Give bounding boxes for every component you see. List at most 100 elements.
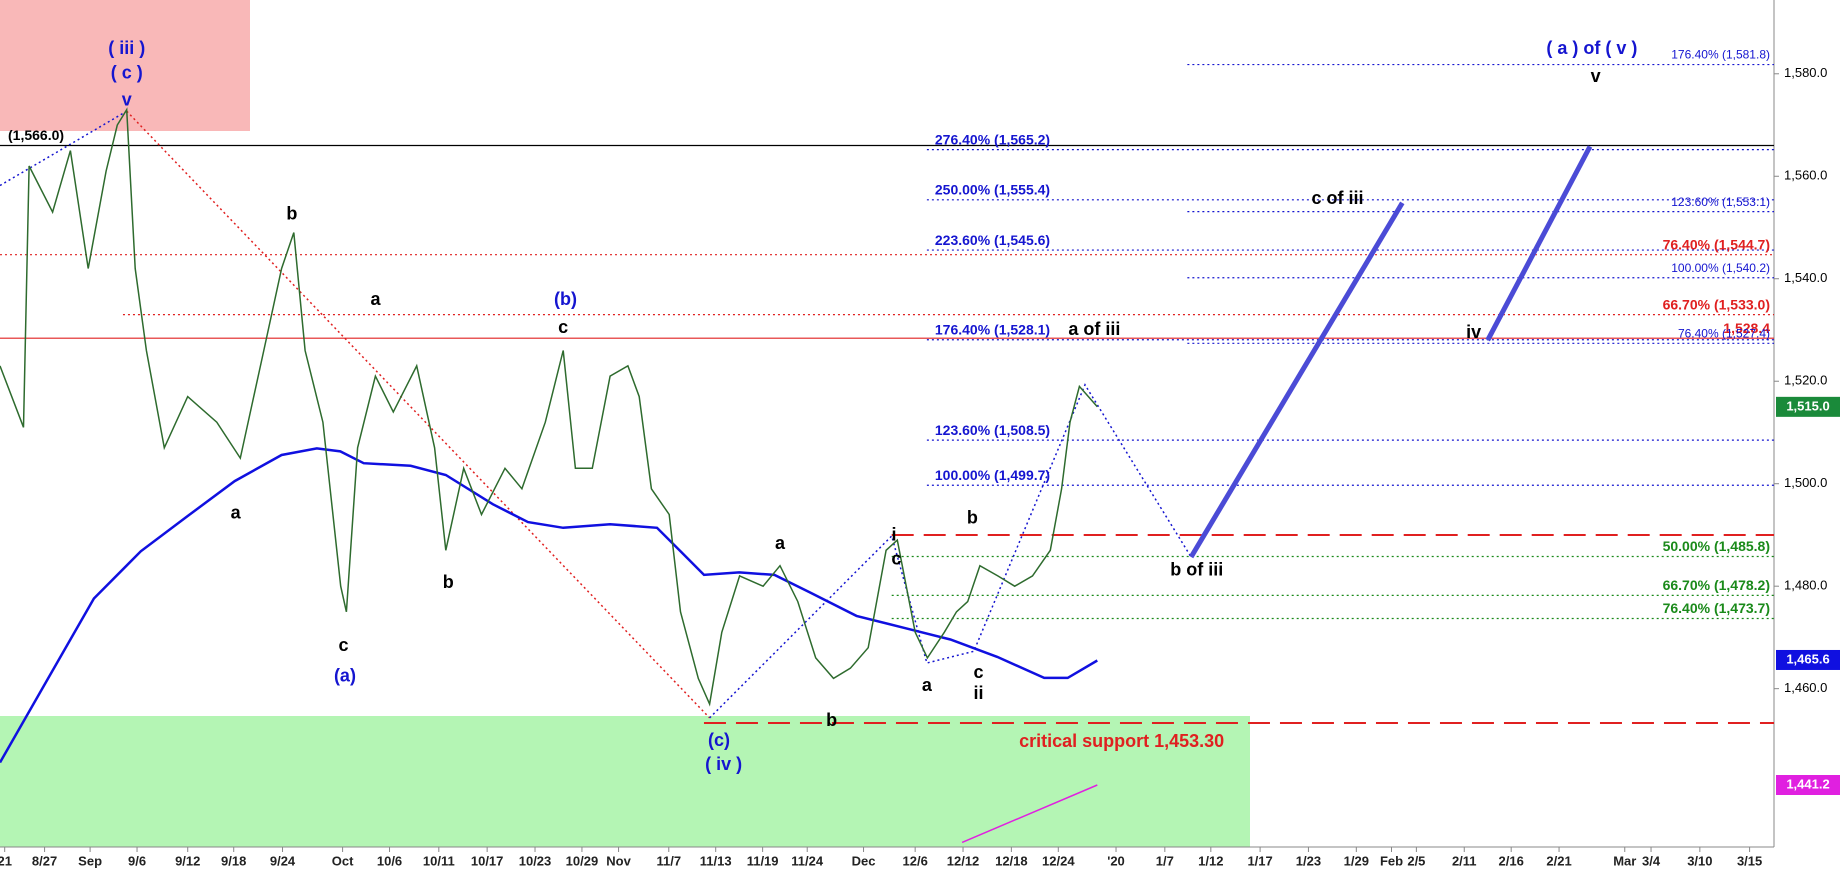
x-tick-label: Feb (1380, 853, 1403, 868)
x-tick-label: 8/27 (32, 853, 57, 868)
resistance-zone (0, 0, 250, 131)
y-tick-label: 1,560.0 (1784, 168, 1827, 183)
price-tag (1776, 774, 1840, 795)
level-label: 276.40% (1,565.2) (935, 131, 1050, 147)
price-tag (1776, 396, 1840, 417)
x-tick-label: 10/11 (423, 853, 455, 868)
x-tick-label: Sep (78, 853, 102, 868)
x-tick-label: Mar (1613, 853, 1636, 868)
x-tick-label: 3/10 (1687, 853, 1712, 868)
series-line (1485, 145, 1593, 342)
x-tick-label: 2/21 (1546, 853, 1571, 868)
wave-label: c (974, 662, 984, 682)
series-line (1188, 201, 1405, 559)
wave-label: (c) (708, 730, 730, 750)
x-tick-label: 1/29 (1344, 853, 1369, 868)
x-tick-label: 9/12 (175, 853, 200, 868)
wave-label: (b) (554, 289, 577, 309)
y-tick-label: 1,520.0 (1784, 373, 1827, 388)
wave-label: i (892, 525, 897, 545)
x-tick-label: 1/17 (1247, 853, 1272, 868)
wave-label: a (231, 503, 242, 523)
x-tick-label: 2/5 (1407, 853, 1425, 868)
price-tag (1776, 649, 1840, 670)
wave-label: ( iv ) (705, 754, 742, 774)
wave-label: c (891, 548, 901, 568)
support-zone (0, 716, 1250, 847)
x-tick-label: 11/7 (656, 853, 681, 868)
x-tick-label: Dec (852, 853, 876, 868)
x-tick-label: 9/18 (221, 853, 246, 868)
x-tick-label: 3/15 (1737, 853, 1762, 868)
wave-label: v (1591, 66, 1601, 86)
x-tick-label: 12/24 (1042, 853, 1075, 868)
series-line (0, 447, 1098, 764)
wave-label: iv (1466, 322, 1481, 342)
x-tick-label: 1/23 (1296, 853, 1321, 868)
wave-label: b (826, 710, 837, 730)
level-label: 223.60% (1,545.6) (935, 232, 1050, 248)
x-tick-label: 10/23 (519, 853, 552, 868)
x-tick-label: '20 (1107, 853, 1125, 868)
x-tick-label: 12/6 (903, 853, 928, 868)
level-label: 66.70% (1,478.2) (1663, 577, 1770, 593)
level-label: 123.60% (1,553.1) (1671, 195, 1770, 209)
x-tick-label: 1/12 (1198, 853, 1223, 868)
series-line (961, 784, 1098, 844)
x-tick-label: 10/29 (566, 853, 599, 868)
level-label: 250.00% (1,555.4) (935, 182, 1050, 198)
price-tag-label: 1,441.2 (1786, 776, 1829, 791)
wave-label: a (775, 533, 786, 553)
wave-label: ( iii ) (108, 38, 145, 58)
level-label: 76.40% (1,527.4) (1678, 326, 1770, 340)
level-label: 50.00% (1,485.8) (1663, 538, 1770, 554)
wave-label: v (122, 90, 132, 110)
x-tick-label: 1/7 (1156, 853, 1174, 868)
x-tick-label: 3/4 (1642, 853, 1661, 868)
wave-label: b (443, 572, 454, 592)
x-tick-label: 9/24 (270, 853, 296, 868)
level-label: 100.00% (1,540.2) (1671, 261, 1770, 275)
y-tick-label: 1,580.0 (1784, 65, 1827, 80)
wave-label: critical support 1,453.30 (1019, 731, 1224, 751)
wave-label: c (558, 317, 568, 337)
x-tick-label: 11/19 (747, 853, 779, 868)
y-tick-label: 1,480.0 (1784, 578, 1827, 593)
x-tick-label: 12/12 (947, 853, 980, 868)
x-tick-label: 2/11 (1452, 853, 1477, 868)
wave-label: ( c ) (111, 63, 143, 83)
wave-label: ii (974, 683, 984, 703)
x-tick-label: 9/6 (128, 853, 146, 868)
x-tick-label: 2/16 (1499, 853, 1524, 868)
wave-label: c of iii (1312, 188, 1364, 208)
wave-label: a (922, 675, 933, 695)
wave-label: (a) (334, 666, 356, 686)
level-label: 66.70% (1,533.0) (1663, 296, 1770, 312)
level-label: 100.00% (1,499.7) (935, 467, 1050, 483)
y-tick-label: 1,500.0 (1784, 475, 1827, 490)
level-label: 176.40% (1,581.8) (1671, 48, 1770, 62)
x-tick-label: 10/6 (377, 853, 402, 868)
level-label: 176.40% (1,528.1) (935, 321, 1050, 337)
x-tick-label: Oct (332, 853, 354, 868)
level-label: 123.60% (1,508.5) (935, 422, 1050, 438)
wave-label: b (967, 507, 978, 527)
series-line (126, 110, 711, 719)
y-tick-label: 1,540.0 (1784, 270, 1827, 285)
y-tick-label: 1,460.0 (1784, 680, 1827, 695)
x-tick-label: 11/24 (791, 853, 824, 868)
wave-label: b (286, 203, 297, 223)
wave-label: ( a ) of ( v ) (1546, 38, 1637, 58)
level-label: 1,528.4 (1723, 320, 1770, 336)
level-label: (1,566.0) (8, 127, 64, 143)
wave-label: c (339, 635, 349, 655)
wave-label: a (370, 289, 381, 309)
level-label: 76.40% (1,473.7) (1663, 600, 1770, 616)
wave-label: b of iii (1170, 560, 1223, 580)
x-tick-label: 21 (0, 853, 12, 868)
level-label: 76.40% (1,544.7) (1663, 236, 1770, 252)
x-tick-label: Nov (606, 853, 631, 868)
x-tick-label: 10/17 (471, 853, 504, 868)
